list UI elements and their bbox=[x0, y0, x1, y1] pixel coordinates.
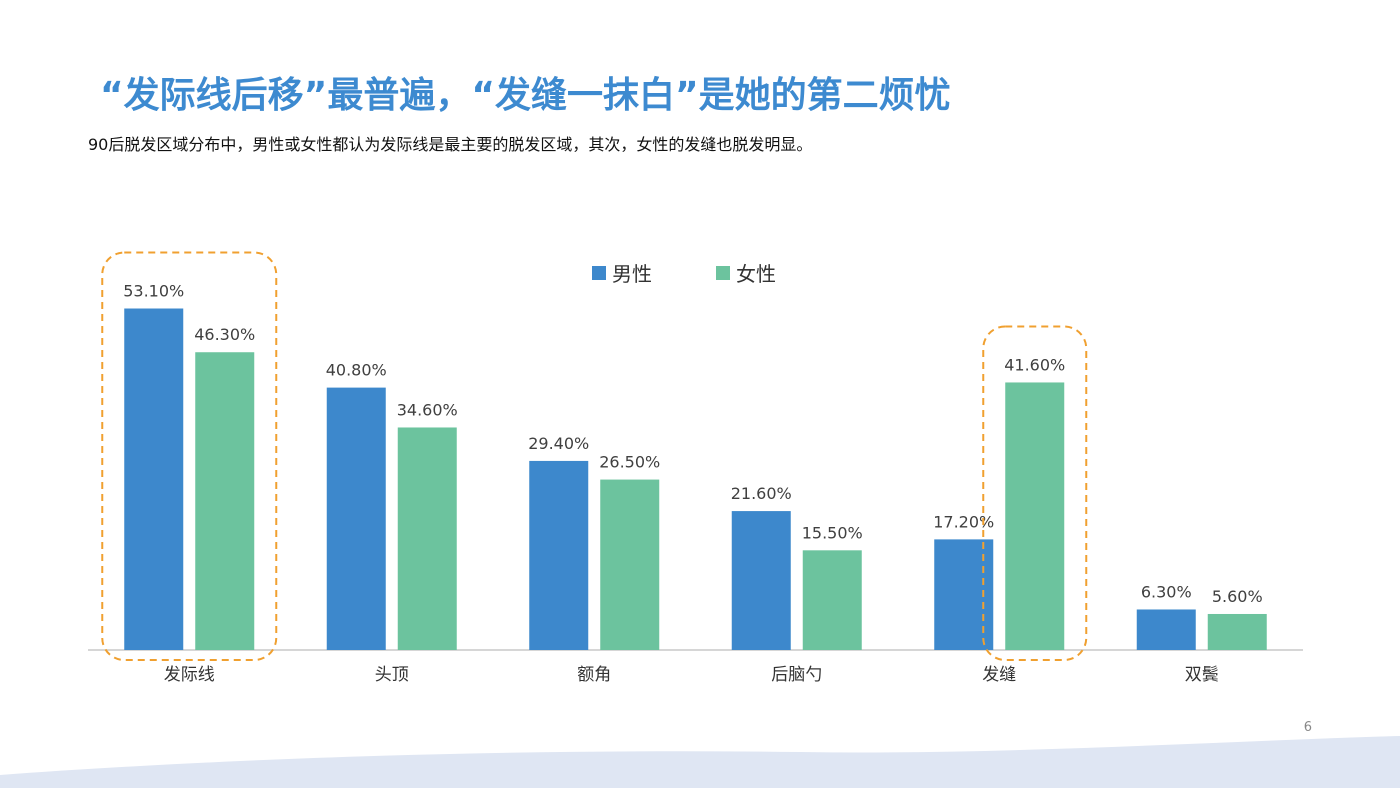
chart-legend: 男性 女性 bbox=[592, 258, 840, 287]
page-number: 6 bbox=[1303, 720, 1312, 735]
bar-male-4 bbox=[934, 539, 994, 650]
data-label-male-3: 21.60% bbox=[731, 484, 792, 503]
bar-male-5 bbox=[1136, 609, 1196, 650]
x-tick-label-2: 额角 bbox=[577, 665, 611, 685]
x-tick-label-1: 头顶 bbox=[375, 665, 409, 685]
data-label-female-2: 26.50% bbox=[599, 453, 660, 472]
data-label-female-0: 46.30% bbox=[194, 325, 255, 344]
bar-female-5 bbox=[1207, 613, 1267, 650]
highlight-box-0 bbox=[101, 251, 278, 661]
page-subtitle: 90后脱发区域分布中，男性或女性都认为发际线是最主要的脱发区域，其次，女性的发缝… bbox=[88, 135, 813, 154]
x-tick-label-5: 双鬓 bbox=[1185, 664, 1219, 685]
data-label-male-0: 53.10% bbox=[123, 282, 184, 301]
x-tick-label-3: 后脑勺 bbox=[771, 665, 822, 685]
bar-female-0 bbox=[195, 352, 255, 650]
bar-male-1 bbox=[326, 387, 386, 650]
data-label-female-5: 5.60% bbox=[1212, 587, 1263, 606]
bar-female-1 bbox=[397, 427, 457, 650]
data-label-male-4: 17.20% bbox=[933, 512, 994, 531]
bar-female-2 bbox=[600, 479, 660, 650]
legend-swatch-female bbox=[716, 265, 730, 280]
x-tick-label-4: 发缝 bbox=[982, 665, 1016, 685]
legend-label-male: 男性 bbox=[612, 262, 652, 286]
legend-label-female: 女性 bbox=[736, 262, 776, 286]
legend-item-male: 男性 bbox=[592, 258, 652, 287]
legend-swatch-male bbox=[592, 265, 606, 280]
bar-female-4 bbox=[1005, 382, 1065, 650]
highlight-box-1 bbox=[982, 325, 1088, 661]
bar-male-0 bbox=[124, 308, 184, 650]
bar-female-3 bbox=[802, 550, 862, 650]
data-label-female-1: 34.60% bbox=[397, 400, 458, 419]
bar-male-2 bbox=[529, 460, 589, 650]
page-title: “发际线后移”最普遍，“发缝一抹白”是她的第二烦忧 bbox=[100, 75, 951, 116]
legend-item-female: 女性 bbox=[716, 258, 776, 287]
data-label-male-5: 6.30% bbox=[1141, 582, 1192, 601]
bar-male-3 bbox=[731, 511, 791, 650]
data-label-female-3: 15.50% bbox=[802, 523, 863, 542]
x-tick-label-0: 发际线 bbox=[164, 665, 215, 685]
data-label-female-4: 41.60% bbox=[1004, 355, 1065, 374]
data-label-male-1: 40.80% bbox=[326, 361, 387, 380]
data-label-male-2: 29.40% bbox=[528, 434, 589, 453]
